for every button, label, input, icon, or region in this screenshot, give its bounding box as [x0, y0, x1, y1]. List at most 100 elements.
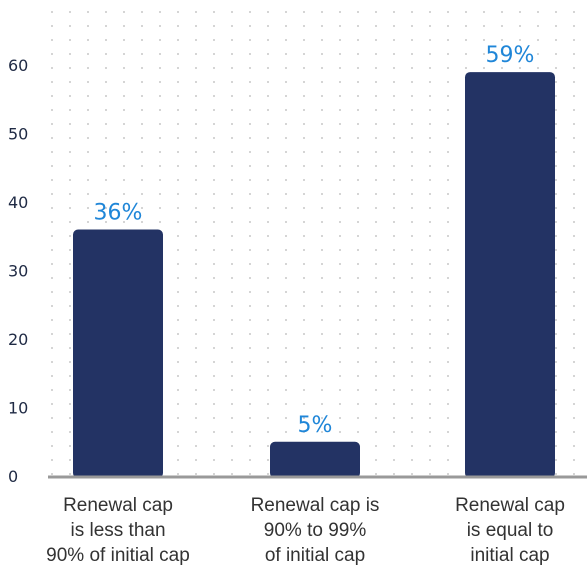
grid-dot	[321, 193, 323, 195]
grid-dot	[357, 333, 359, 335]
grid-dot	[465, 67, 467, 69]
grid-dot	[321, 235, 323, 237]
grid-dot	[411, 375, 413, 377]
category-label-line: 90% of initial cap	[46, 545, 190, 566]
grid-dot	[303, 39, 305, 41]
grid-dot	[51, 207, 53, 209]
grid-dot	[483, 25, 485, 27]
grid-dot	[447, 445, 449, 447]
grid-dot	[573, 151, 575, 153]
grid-dot	[447, 473, 449, 475]
grid-dot	[357, 263, 359, 265]
grid-dot	[573, 81, 575, 83]
grid-dot	[285, 361, 287, 363]
grid-dot	[249, 347, 251, 349]
grid-dot	[195, 473, 197, 475]
grid-dot	[123, 193, 125, 195]
grid-dot	[69, 81, 71, 83]
grid-dot	[429, 151, 431, 153]
grid-dot	[411, 473, 413, 475]
grid-dot	[303, 389, 305, 391]
grid-dot	[411, 39, 413, 41]
grid-dot	[69, 193, 71, 195]
grid-dot	[447, 319, 449, 321]
y-tick-label: 60	[8, 56, 28, 75]
y-tick-label: 30	[8, 262, 28, 281]
grid-dot	[285, 95, 287, 97]
grid-dot	[339, 249, 341, 251]
grid-dot	[393, 417, 395, 419]
grid-dot	[51, 193, 53, 195]
grid-dot	[231, 53, 233, 55]
grid-dot	[213, 473, 215, 475]
bars-group	[73, 72, 555, 479]
grid-dot	[51, 221, 53, 223]
grid-dot	[321, 431, 323, 433]
grid-dot	[51, 445, 53, 447]
grid-dot	[249, 445, 251, 447]
grid-dot	[213, 347, 215, 349]
grid-dot	[195, 151, 197, 153]
grid-dot	[285, 221, 287, 223]
grid-dot	[375, 277, 377, 279]
grid-dot	[177, 445, 179, 447]
grid-dot	[519, 67, 521, 69]
grid-dot	[231, 305, 233, 307]
grid-dot	[519, 39, 521, 41]
grid-dot	[321, 319, 323, 321]
grid-dot	[231, 263, 233, 265]
grid-dot	[195, 403, 197, 405]
grid-dot	[555, 137, 557, 139]
grid-dot	[357, 249, 359, 251]
grid-dot	[51, 417, 53, 419]
grid-dot	[429, 277, 431, 279]
grid-dot	[555, 95, 557, 97]
y-tick-label: 10	[8, 399, 28, 418]
grid-dot	[141, 179, 143, 181]
grid-dot	[303, 263, 305, 265]
grid-dot	[375, 109, 377, 111]
grid-dot	[69, 11, 71, 13]
grid-dot	[429, 361, 431, 363]
grid-dot	[87, 53, 89, 55]
grid-dot	[231, 193, 233, 195]
grid-dot	[69, 291, 71, 293]
grid-dot	[321, 263, 323, 265]
grid-dot	[267, 417, 269, 419]
grid-dot	[51, 403, 53, 405]
grid-dot	[357, 291, 359, 293]
grid-dot	[339, 207, 341, 209]
grid-dot	[231, 319, 233, 321]
grid-dot	[393, 95, 395, 97]
grid-dot	[339, 67, 341, 69]
grid-dot	[285, 417, 287, 419]
grid-dot	[411, 389, 413, 391]
grid-dot	[573, 123, 575, 125]
data-label: 36%	[94, 201, 143, 226]
grid-dot	[285, 39, 287, 41]
grid-dot	[573, 53, 575, 55]
grid-dot	[357, 347, 359, 349]
grid-dot	[447, 375, 449, 377]
grid-dot	[555, 473, 557, 475]
grid-dot	[411, 291, 413, 293]
grid-dot	[213, 25, 215, 27]
grid-dot	[177, 81, 179, 83]
grid-dot	[285, 291, 287, 293]
grid-dot	[213, 417, 215, 419]
grid-dot	[321, 53, 323, 55]
grid-dot	[537, 25, 539, 27]
grid-dot	[393, 361, 395, 363]
grid-dot	[321, 333, 323, 335]
grid-dot	[375, 389, 377, 391]
grid-dot	[339, 165, 341, 167]
grid-dot	[339, 361, 341, 363]
grid-dot	[213, 277, 215, 279]
category-labels-group: Renewal cap is less than 90% of initial ca…	[46, 495, 565, 566]
grid-dot	[465, 53, 467, 55]
grid-dot	[447, 277, 449, 279]
grid-dot	[339, 277, 341, 279]
grid-dot	[303, 193, 305, 195]
grid-dot	[411, 235, 413, 237]
